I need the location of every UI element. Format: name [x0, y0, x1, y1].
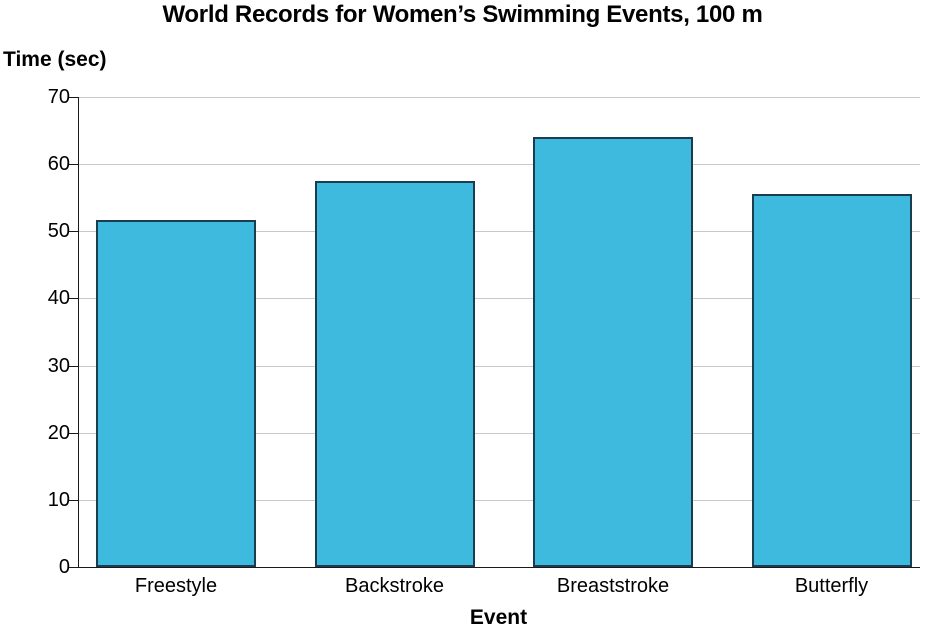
gridline-40	[79, 298, 920, 300]
x-axis-title: Event	[469, 606, 528, 629]
y-tick-label-40: 40	[47, 287, 70, 310]
x-tick-label-freestyle: Freestyle	[134, 575, 218, 597]
bar-freestyle	[96, 219, 256, 567]
y-tick-mark-60	[68, 164, 78, 166]
y-tick-mark-50	[68, 231, 78, 233]
gridline-70	[79, 97, 920, 98]
y-tick-label-70: 70	[47, 86, 70, 108]
bar-backstroke	[314, 180, 475, 567]
y-tick-label-20: 20	[47, 421, 70, 444]
bar-butterfly	[751, 194, 912, 567]
x-tick-label-butterfly: Butterfly	[794, 575, 869, 597]
gridline-20	[79, 432, 920, 434]
y-tick-mark-0	[68, 567, 78, 568]
chart-title: World Records for Women’s Swimming Event…	[162, 1, 763, 28]
gridline-10	[79, 499, 920, 501]
y-axis-title: Time (sec)	[3, 48, 107, 71]
gridline-30	[79, 365, 920, 367]
y-tick-mark-70	[68, 97, 78, 98]
y-tick-mark-10	[68, 499, 78, 501]
gridline-60	[79, 164, 920, 166]
x-tick-label-breaststroke: Breaststroke	[556, 575, 670, 597]
y-tick-label-50: 50	[47, 220, 70, 243]
y-tick-mark-40	[68, 298, 78, 300]
gridline-50	[79, 231, 920, 233]
plot-area: 0 10 20 30 40 50 60 70 Freestyle Backstroke Breast…	[48, 86, 920, 597]
y-tick-mark-20	[68, 432, 78, 434]
x-tick-label-backstroke: Backstroke	[345, 575, 444, 597]
bar-breaststroke	[533, 136, 693, 567]
y-tick-label-10: 10	[47, 488, 70, 511]
y-tick-label-60: 60	[47, 153, 70, 176]
y-tick-label-30: 30	[47, 354, 70, 377]
y-tick-label-0: 0	[58, 556, 70, 578]
y-tick-mark-30	[68, 365, 78, 367]
